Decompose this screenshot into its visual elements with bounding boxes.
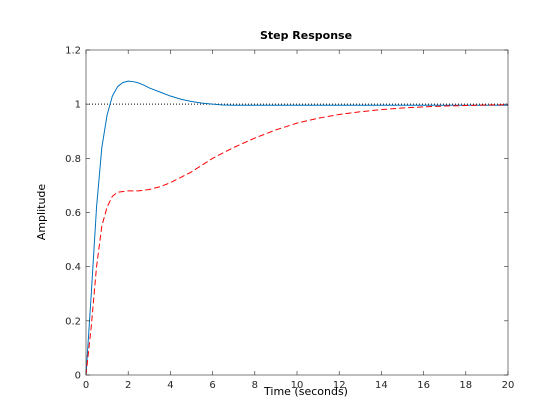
y-tick-label: 0: [75, 371, 81, 382]
y-axis-label: Amplitude: [35, 184, 48, 241]
x-tick-label: 10: [291, 380, 304, 391]
x-tick-label: 6: [209, 380, 215, 391]
y-tick-label: 1.2: [65, 46, 81, 57]
chart-title: Step Response: [260, 29, 352, 42]
series-line-1: [85, 80, 508, 376]
x-tick-label: 14: [375, 380, 388, 391]
y-tick-label: 0.4: [65, 262, 81, 273]
series-line-2: [85, 104, 509, 376]
plot-area: [86, 50, 508, 375]
lines-layer: [85, 80, 509, 376]
x-tick-label: 8: [252, 380, 258, 391]
x-tick-label: 12: [333, 380, 346, 391]
x-tick-label: 4: [167, 380, 173, 391]
x-axis-label: Time (seconds): [263, 385, 348, 398]
y-tick-label: 0.6: [65, 208, 81, 219]
y-tick-label: 0.8: [65, 154, 81, 165]
x-tick-label: 16: [417, 380, 430, 391]
x-tick-label: 18: [459, 380, 472, 391]
ticks-layer: 0 2 4 6 8 10 12 14 16 18 20 0 0.2 0.4 0.6 0.8 1 1.2: [65, 46, 514, 392]
y-tick-label: 0.2: [65, 316, 81, 327]
x-tick-label: 20: [502, 380, 515, 391]
y-tick-label: 1: [75, 100, 81, 111]
x-tick-label: 2: [125, 380, 131, 391]
x-tick-label: 0: [83, 380, 89, 391]
